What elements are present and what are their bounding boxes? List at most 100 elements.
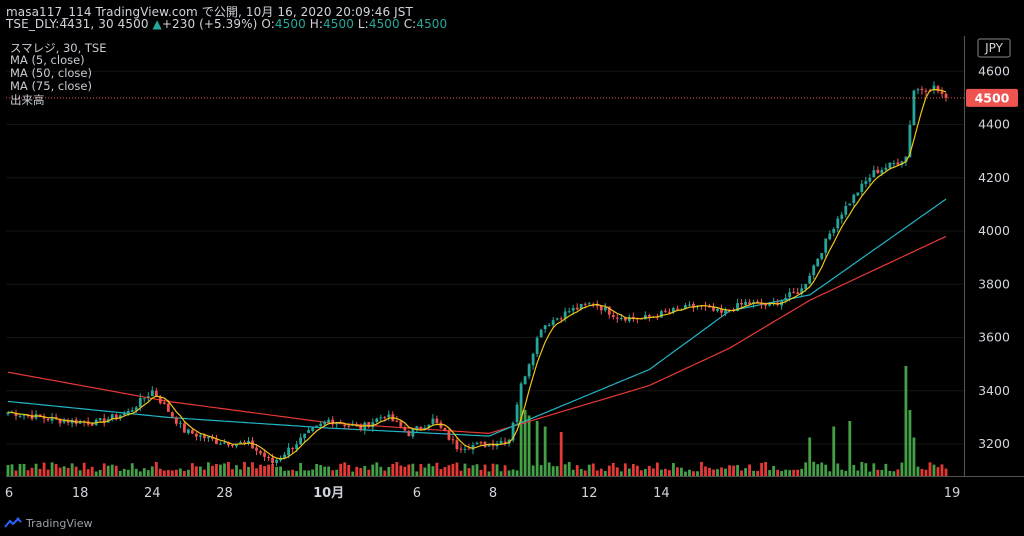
volume-bar	[407, 464, 411, 476]
candle-body	[692, 303, 695, 308]
candle-body	[539, 329, 543, 338]
price-change: +230 (+5.39%)	[161, 17, 258, 31]
volume-bar	[251, 462, 254, 476]
candle-body	[178, 422, 182, 424]
volume-bar	[523, 410, 527, 476]
volume-bar	[279, 466, 282, 476]
volume-bar	[14, 470, 18, 476]
candle-body	[419, 426, 423, 429]
volume-bar	[323, 466, 327, 476]
price-tick-label: 3400	[978, 383, 1010, 398]
volume-bar	[399, 465, 403, 476]
candle-body	[575, 307, 579, 310]
symbol-label: TSE_DLY:4431, 30	[6, 17, 114, 31]
candle-body	[407, 430, 411, 436]
candle-body	[371, 422, 375, 428]
candle-body	[840, 214, 844, 219]
volume-bar	[940, 464, 944, 476]
candle-body	[14, 412, 18, 417]
volume-bar	[46, 469, 50, 476]
candle-body	[271, 457, 274, 464]
candle-body	[287, 447, 291, 456]
volume-bar	[688, 469, 691, 476]
volume-bar	[788, 470, 792, 476]
volume-bar	[591, 463, 595, 476]
candle-body	[868, 177, 872, 182]
candle-body	[880, 170, 884, 174]
chart-canvas[interactable]: 3200 3400 3600 3800 4000 4200 4400 4600 6 18 24 28…	[0, 36, 1024, 512]
volume-bars	[6, 366, 948, 476]
volume-bar	[668, 470, 671, 476]
volume-bar	[411, 463, 415, 476]
volume-bar	[487, 471, 491, 476]
volume-bar	[692, 471, 695, 476]
candle-body	[231, 444, 234, 446]
price-tick-label: 3800	[978, 276, 1010, 291]
candle-body	[403, 427, 407, 431]
volume-bar	[928, 462, 932, 476]
candle-body	[519, 383, 523, 405]
volume-bar	[836, 463, 840, 476]
last-price: 4500	[117, 17, 149, 31]
tradingview-logo-icon	[4, 517, 22, 528]
price-tick-label: 4200	[978, 170, 1010, 185]
volume-bar	[178, 468, 182, 476]
candle-body	[427, 424, 431, 428]
candle-body	[435, 418, 439, 424]
price-axis[interactable]: 3200 3400 3600 3800 4000 4200 4400 4600	[978, 63, 1010, 451]
candle-body	[6, 412, 10, 415]
volume-bar	[559, 432, 563, 476]
volume-bar	[355, 466, 359, 476]
candle-body	[812, 265, 816, 275]
open-value: 4500	[274, 17, 306, 31]
candle-body	[800, 288, 804, 295]
close-label: C:	[403, 17, 417, 31]
currency-box[interactable]: JPY	[977, 38, 1011, 58]
volume-bar	[551, 466, 555, 476]
candle-body	[211, 437, 214, 439]
volume-bar	[415, 471, 419, 476]
volume-bar	[647, 465, 651, 476]
volume-bar	[263, 466, 266, 476]
candle-body	[876, 169, 880, 173]
candle-body	[166, 403, 170, 412]
volume-bar	[760, 462, 764, 476]
volume-bar	[311, 469, 315, 476]
volume-bar	[10, 464, 14, 476]
time-axis[interactable]: 6 18 24 28 10月 6 8 12 14 19	[5, 486, 960, 501]
volume-bar	[142, 468, 146, 476]
tradingview-logo[interactable]: TradingView	[4, 514, 92, 532]
volume-bar	[579, 469, 583, 476]
candle-body	[86, 421, 90, 425]
price-tick-label: 3600	[978, 330, 1010, 345]
volume-bar	[387, 466, 391, 476]
volume-bar	[772, 465, 776, 476]
candle-body	[736, 303, 739, 311]
candle-body	[515, 404, 519, 423]
volume-bar	[443, 467, 447, 476]
candle-body	[844, 205, 848, 215]
candle-body	[387, 414, 391, 418]
volume-bar	[539, 465, 543, 476]
candle-body	[944, 93, 948, 98]
volume-bar	[259, 464, 262, 476]
candle-body	[182, 423, 186, 433]
volume-bar	[924, 469, 928, 476]
candle-body	[170, 412, 174, 417]
volume-bar	[455, 462, 459, 476]
volume-bar	[768, 470, 772, 476]
candle-body	[619, 318, 623, 320]
volume-bar	[66, 467, 70, 476]
volume-bar	[712, 469, 715, 476]
volume-bar	[186, 469, 190, 476]
candle-body	[90, 423, 94, 426]
price-tick-label: 4000	[978, 223, 1010, 238]
candle-body	[900, 161, 904, 165]
candle-body	[716, 308, 719, 311]
candle-body	[199, 435, 202, 437]
candle-body	[42, 416, 46, 419]
time-tick-label: 14	[653, 486, 670, 501]
volume-bar	[655, 462, 659, 476]
candle-body	[864, 181, 868, 184]
volume-bar	[547, 462, 551, 476]
